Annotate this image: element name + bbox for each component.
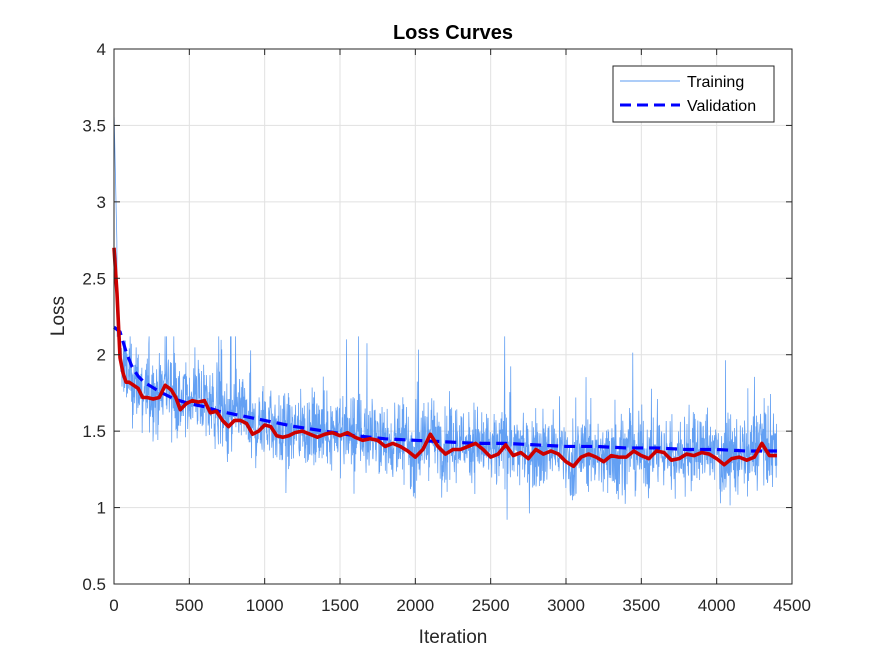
y-tick-label: 1 [97, 499, 106, 518]
legend-training-label: Training [687, 74, 744, 91]
y-tick-label: 4 [97, 40, 106, 59]
chart-title: Loss Curves [393, 22, 513, 44]
y-tick-label: 2 [97, 346, 106, 365]
y-axis-label: Loss [48, 296, 69, 336]
x-tick-label: 3500 [622, 596, 660, 615]
axes-background [114, 49, 792, 584]
legend-validation-label: Validation [687, 98, 756, 115]
y-tick-label: 1.5 [82, 422, 106, 441]
y-tick-label: 3 [97, 193, 106, 212]
x-tick-label: 2500 [472, 596, 510, 615]
legend: Training Validation [613, 66, 774, 122]
x-tick-label: 0 [109, 596, 118, 615]
x-axis-label: Iteration [419, 627, 488, 648]
x-tick-label: 500 [175, 596, 203, 615]
x-tick-label: 4000 [698, 596, 736, 615]
y-tick-label: 0.5 [82, 575, 106, 594]
y-tick-label: 2.5 [82, 269, 106, 288]
x-tick-label: 1500 [321, 596, 359, 615]
y-tick-label: 3.5 [82, 116, 106, 135]
x-tick-label: 1000 [246, 596, 284, 615]
x-tick-label: 2000 [396, 596, 434, 615]
x-tick-label: 3000 [547, 596, 585, 615]
x-tick-label: 4500 [773, 596, 811, 615]
